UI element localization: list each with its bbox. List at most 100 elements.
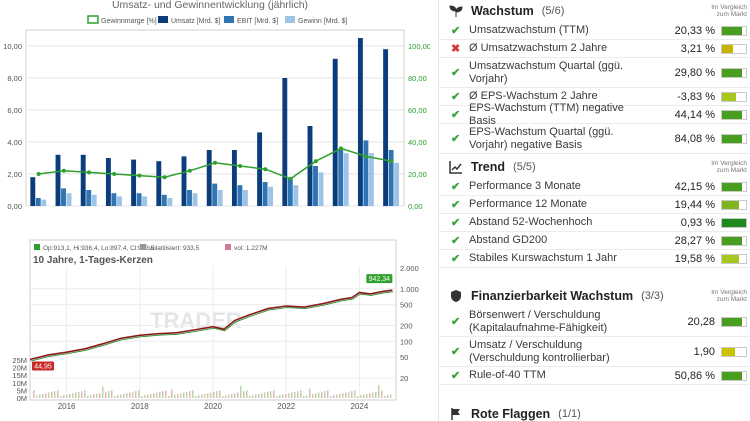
bar-gewinn[interactable] — [268, 186, 274, 206]
bar-umsatz[interactable] — [55, 154, 61, 206]
metric-row[interactable]: ✔ Stabiles Kurswachstum 1 Jahr 19,58 % — [439, 250, 750, 268]
market-comparison-bar — [721, 133, 747, 144]
bar-umsatz[interactable] — [80, 154, 86, 206]
bar-gewinn[interactable] — [91, 194, 97, 206]
chart-bars — [30, 38, 400, 207]
bar-gewinn[interactable] — [343, 153, 349, 206]
bar-umsatz[interactable] — [282, 78, 288, 206]
bar-gewinn[interactable] — [167, 198, 173, 206]
bar-gewinn[interactable] — [66, 193, 72, 206]
bar-ebit[interactable] — [187, 190, 192, 206]
bar-gewinn[interactable] — [142, 196, 148, 206]
bar-umsatz[interactable] — [357, 38, 363, 206]
margin-point[interactable] — [162, 175, 167, 180]
metric-row[interactable]: ✔ Rule-of-40 TTM 50,86 % — [439, 367, 750, 385]
margin-point[interactable] — [87, 170, 91, 175]
bar-umsatz[interactable] — [131, 159, 137, 206]
margin-point[interactable] — [112, 172, 117, 176]
metric-row[interactable]: ✔ Börsenwert / Verschuldung (Kapitalaufna… — [439, 307, 750, 337]
metric-row[interactable]: ✔ Umsatzwachstum Quartal (ggü. Vorjahr) 29… — [439, 58, 750, 88]
margin-point[interactable] — [389, 159, 394, 164]
bar-umsatz[interactable] — [332, 58, 338, 206]
bar-gewinn[interactable] — [217, 190, 223, 206]
bar-ebit[interactable] — [212, 183, 218, 206]
margin-point[interactable] — [288, 176, 293, 181]
metric-row[interactable]: ✔ EPS-Wachstum Quartal (ggü. Vorjahr) neg… — [439, 124, 750, 154]
margin-point[interactable] — [263, 167, 268, 172]
bar-gewinn[interactable] — [242, 190, 248, 206]
margin-point[interactable] — [238, 164, 243, 168]
metric-row[interactable]: ✔ Performance 12 Monate 19,44 % — [439, 196, 750, 214]
margin-point[interactable] — [364, 154, 369, 159]
volume-bar — [195, 396, 197, 398]
info-text: Op:913,1, Hi:936,4, Lo:897,4, Cl:933,5 — [43, 245, 155, 252]
stock-chart-panel[interactable]: Op:913,1, Hi:936,4, Lo:897,4, Cl:933,5 vo… — [0, 238, 430, 421]
bar-umsatz[interactable] — [383, 49, 389, 207]
bar-umsatz[interactable] — [231, 150, 237, 206]
section-trend: Trend (5/5) Im Vergleich zum Markt ✔ Performa… — [439, 156, 750, 268]
metric-row[interactable]: ✔ Umsatz / Verschuldung (Verschuldung kon… — [439, 337, 750, 367]
margin-point[interactable] — [339, 146, 343, 151]
metric-label: Umsatz / Verschuldung (Verschuldung kont… — [469, 338, 610, 364]
margin-point[interactable] — [187, 168, 192, 173]
metric-row[interactable]: ✔ Ø EPS-Wachstum 2 Jahre -3,83 % — [439, 88, 750, 106]
metric-row[interactable]: ✔ Abstand GD200 28,27 % — [439, 232, 750, 250]
section-header[interactable]: Finanzierbarkeit Wachstum (3/3) Im Verglei… — [439, 285, 750, 307]
y2-tick-label: 100,00 — [408, 42, 430, 51]
margin-point[interactable] — [61, 168, 66, 173]
bar-gewinn[interactable] — [368, 153, 374, 206]
bar-umsatz[interactable] — [206, 150, 212, 206]
bar-ebit[interactable] — [363, 140, 369, 206]
stock-chart[interactable]: Op:913,1, Hi:936,4, Lo:897,4, Cl:933,5vo… — [0, 238, 430, 421]
bar-ebit[interactable] — [287, 178, 293, 206]
bar-ebit[interactable] — [237, 185, 243, 206]
bar-ebit[interactable] — [338, 150, 344, 206]
bar-ebit[interactable] — [35, 198, 41, 206]
bar-umsatz[interactable] — [105, 158, 111, 206]
metric-row[interactable]: ✔ Abstand 52-Wochenhoch 0,93 % — [439, 214, 750, 232]
section-header[interactable]: Wachstum (5/6) Im Vergleich zum Markt — [439, 0, 750, 22]
chart-timespan-label: 10 Jahre, 1-Tages-Kerzen — [33, 255, 153, 266]
bar-umsatz[interactable] — [156, 161, 162, 206]
bar-ebit[interactable] — [61, 188, 66, 206]
bar-gewinn[interactable] — [41, 199, 47, 206]
bar-ebit[interactable] — [388, 150, 394, 206]
legend-item[interactable]: Gewinn [Mrd. $] — [285, 16, 347, 25]
metric-row[interactable]: ✔ Umsatzwachstum (TTM) 20,33 % — [439, 22, 750, 40]
margin-point[interactable] — [213, 160, 217, 165]
legend-item[interactable]: EBIT [Mrd. $] — [224, 16, 278, 25]
bar-gewinn[interactable] — [318, 172, 324, 206]
bar-umsatz[interactable] — [30, 177, 36, 206]
bar-ebit[interactable] — [161, 194, 167, 206]
legend-item[interactable]: Gewinnmarge [%] — [87, 15, 157, 25]
bar-gewinn[interactable] — [293, 185, 299, 206]
check-icon: ✔ — [451, 91, 461, 103]
market-comparison-fill — [722, 134, 742, 143]
volume-bar — [210, 392, 212, 398]
margin-point[interactable] — [137, 173, 142, 178]
volume-bar — [354, 390, 356, 398]
market-comparison-bar — [721, 199, 747, 210]
bar-ebit[interactable] — [262, 182, 268, 206]
section-title: Wachstum — [471, 4, 534, 18]
legend-item[interactable]: Umsatz [Mrd. $] — [158, 16, 220, 25]
margin-point[interactable] — [36, 172, 41, 176]
bar-ebit[interactable] — [111, 193, 117, 206]
metric-row[interactable]: ✔ Performance 3 Monate 42,15 % — [439, 178, 750, 196]
volume-bar — [225, 395, 227, 398]
section-header[interactable]: Rote Flaggen (1/1) — [439, 403, 750, 421]
metric-row[interactable]: ✖ Ø Umsatzwachstum 2 Jahre 3,21 % — [439, 40, 750, 58]
bar-ebit[interactable] — [86, 190, 92, 206]
bar-ebit[interactable] — [313, 166, 318, 206]
revenue-profit-chart: Umsatz- und Gewinnentwicklung (jährlich)… — [3, 0, 430, 211]
cross-icon: ✖ — [451, 43, 461, 55]
metric-row[interactable]: ✔ EPS-Wachstum (TTM) negative Basis 44,14 … — [439, 102, 750, 127]
bar-gewinn[interactable] — [116, 196, 122, 206]
bar-umsatz[interactable] — [181, 156, 187, 206]
section-header[interactable]: Trend (5/5) Im Vergleich zum Markt — [439, 156, 750, 178]
y-tick-label: 10,00 — [3, 42, 22, 51]
bar-ebit[interactable] — [136, 193, 142, 206]
bar-gewinn[interactable] — [192, 193, 198, 206]
margin-point[interactable] — [313, 159, 318, 164]
bar-gewinn[interactable] — [394, 162, 400, 206]
